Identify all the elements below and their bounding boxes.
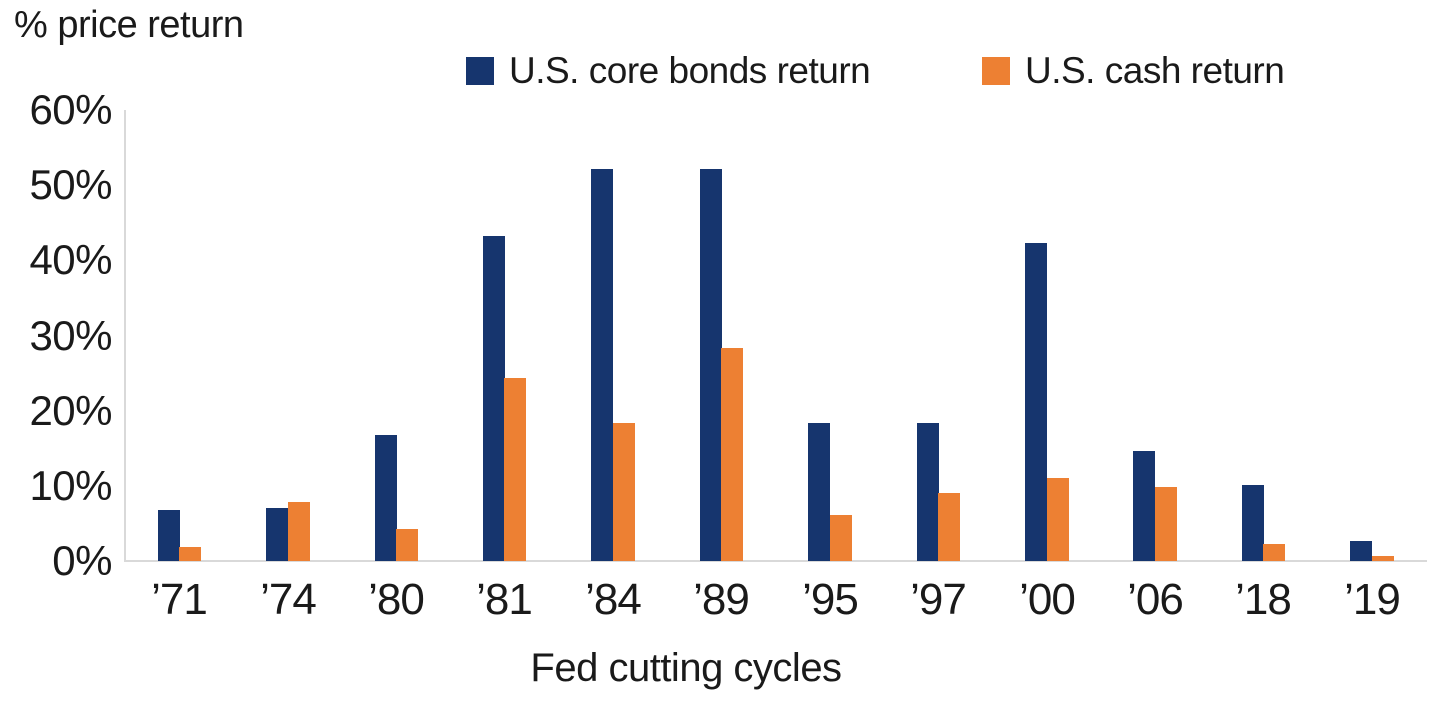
legend-item-core-bonds: U.S. core bonds return — [466, 50, 871, 91]
bar-core-bonds — [266, 508, 288, 561]
x-tick-label: ’74 — [260, 575, 317, 624]
core-bonds-swatch-icon — [466, 57, 494, 85]
cash-swatch-icon — [982, 57, 1010, 85]
bar-cash — [504, 378, 526, 561]
y-tick-label: 30% — [29, 311, 112, 359]
x-axis-line — [124, 560, 1427, 562]
bar-core-bonds — [158, 510, 180, 561]
x-tick-label: ’80 — [368, 575, 425, 624]
x-tick-label: ’81 — [476, 575, 533, 624]
bar-core-bonds — [808, 423, 830, 561]
chart-title: % price return — [14, 4, 244, 46]
x-tick-label: ’06 — [1127, 575, 1184, 624]
y-axis-line — [124, 110, 126, 562]
x-tick-label: ’95 — [802, 575, 859, 624]
bar-cash — [288, 502, 310, 561]
bar-cash — [1372, 556, 1394, 561]
x-tick-label: ’84 — [585, 575, 642, 624]
y-tick-label: 50% — [29, 161, 112, 209]
bar-cash — [938, 493, 960, 561]
x-tick-label: ’18 — [1235, 575, 1292, 624]
bar-core-bonds — [375, 435, 397, 561]
y-tick-label: 20% — [29, 386, 112, 434]
bar-core-bonds — [591, 169, 613, 561]
bar-core-bonds — [1133, 451, 1155, 561]
bar-cash — [179, 547, 201, 561]
bar-core-bonds — [1350, 541, 1372, 561]
bar-core-bonds — [700, 169, 722, 561]
bar-cash — [1047, 478, 1069, 561]
bar-core-bonds — [917, 423, 939, 561]
y-tick-label: 10% — [29, 461, 112, 509]
x-tick-label: ’97 — [910, 575, 967, 624]
y-tick-label: 0% — [52, 537, 112, 584]
y-tick-label: 40% — [29, 236, 112, 284]
legend-label-core-bonds: U.S. core bonds return — [509, 50, 871, 91]
bar-cash — [396, 529, 418, 561]
bar-cash — [830, 515, 852, 561]
x-tick-label: ’00 — [1019, 575, 1076, 624]
legend: U.S. core bonds return U.S. cash return — [0, 50, 1440, 90]
bar-cash — [721, 348, 743, 561]
x-tick-label: ’89 — [693, 575, 750, 624]
bar-core-bonds — [1025, 243, 1047, 561]
x-tick-label: ’19 — [1344, 575, 1401, 624]
bar-cash — [1263, 544, 1285, 561]
y-tick-label: 60% — [29, 86, 112, 133]
bar-cash — [1155, 487, 1177, 561]
legend-label-cash: U.S. cash return — [1025, 50, 1285, 91]
bar-core-bonds — [483, 236, 505, 561]
bar-cash — [613, 423, 635, 561]
x-axis-title: Fed cutting cycles — [530, 646, 842, 690]
x-tick-label: ’71 — [151, 575, 208, 624]
bar-core-bonds — [1242, 485, 1264, 561]
legend-item-cash: U.S. cash return — [982, 50, 1285, 91]
